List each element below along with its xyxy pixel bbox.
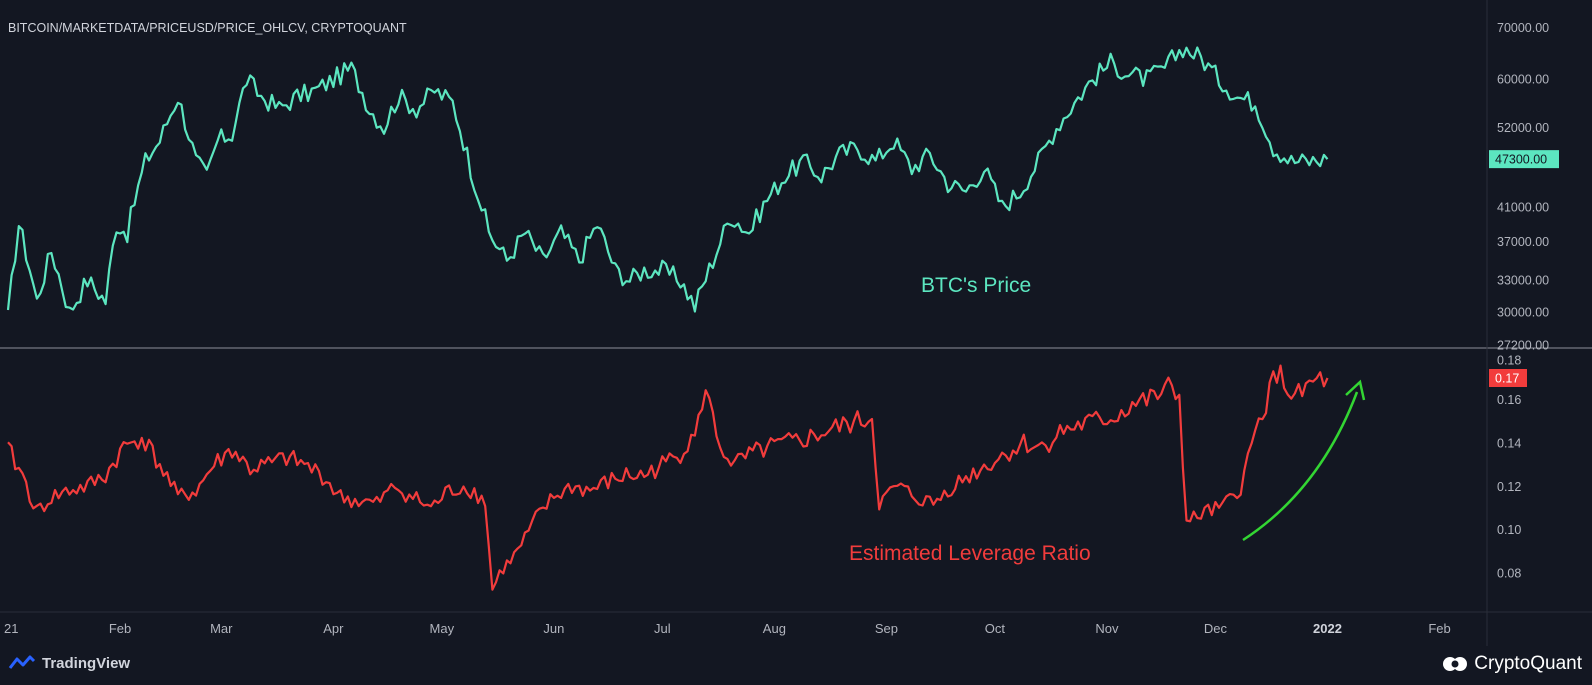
tradingview-logo[interactable]: TradingView — [8, 654, 130, 672]
time-axis-tick-label: Sep — [875, 621, 898, 636]
time-axis-tick-label: Jul — [654, 621, 671, 636]
time-axis-tick-label: Apr — [323, 621, 344, 636]
last-price-label: 47300.00 — [1495, 153, 1547, 167]
last-leverage-badge — [1489, 369, 1527, 387]
price-axis-tick-label: 37000.00 — [1497, 235, 1549, 249]
time-axis-tick-label: 2022 — [1313, 621, 1342, 636]
leverage-axis-tick-label: 0.18 — [1497, 354, 1521, 368]
cryptoquant-logo[interactable]: CryptoQuant — [1442, 653, 1582, 675]
price-pane[interactable]: BITCOIN/MARKETDATA/PRICEUSD/PRICE_OHLCV,… — [6, 21, 1329, 313]
price-axis-tick-label: 27200.00 — [1497, 339, 1549, 353]
time-axis-tick-label: May — [430, 621, 455, 636]
time-axis-tick-label: Nov — [1095, 621, 1119, 636]
price-axis-tick-label: 60000.00 — [1497, 73, 1549, 87]
last-price-badge — [1489, 150, 1559, 169]
time-axis-tick-label: Feb — [109, 621, 131, 636]
symbol-title: BITCOIN/MARKETDATA/PRICEUSD/PRICE_OHLCV,… — [8, 21, 407, 35]
leverage-series-line — [7, 364, 1329, 591]
price-axis-tick-label: 33000.00 — [1497, 274, 1549, 288]
leverage-axis-tick-label: 0.16 — [1497, 393, 1521, 407]
time-axis-tick-label: Oct — [985, 621, 1006, 636]
leverage-axis-tick-label: 0.08 — [1497, 567, 1521, 581]
leverage-axis-tick-label: 0.10 — [1497, 523, 1521, 537]
chart-area: BITCOIN/MARKETDATA/PRICEUSD/PRICE_OHLCV,… — [0, 0, 1592, 646]
price-axis-tick-label: 41000.00 — [1497, 201, 1549, 215]
price-axis-tick-label: 70000.00 — [1497, 21, 1549, 35]
tradingview-icon — [8, 655, 36, 669]
price-axis-top[interactable]: 70000.00 60000.00 52000.00 47300.00 41000.00… — [1489, 21, 1559, 353]
cryptoquant-label: CryptoQuant — [1474, 653, 1582, 674]
cryptoquant-icon — [1443, 657, 1468, 671]
price-annotation: BTC's Price — [921, 274, 1031, 297]
price-axis-tick-label: 30000.00 — [1497, 306, 1549, 320]
time-axis[interactable]: 21 Feb Mar Apr May Jun Jul Aug Sep Oct Nov Dec 2022 F… — [4, 621, 1451, 636]
leverage-annotation: Estimated Leverage Ratio — [849, 542, 1091, 565]
price-axis-tick-label: 52000.00 — [1497, 121, 1549, 135]
trend-arrow-head-icon — [1345, 379, 1366, 401]
time-axis-tick-label: 21 — [4, 621, 18, 636]
time-axis-tick-label: Aug — [763, 621, 786, 636]
time-axis-tick-label: Dec — [1204, 621, 1228, 636]
price-series-line — [6, 46, 1329, 313]
time-axis-tick-label: Feb — [1428, 621, 1450, 636]
leverage-axis-tick-label: 0.12 — [1497, 480, 1521, 494]
last-leverage-label: 0.17 — [1495, 372, 1519, 386]
chart-background — [0, 0, 1592, 646]
tradingview-label: TradingView — [42, 654, 131, 672]
leverage-axis-tick-label: 0.14 — [1497, 437, 1521, 451]
trend-arrow-line — [1242, 391, 1359, 542]
time-axis-tick-label: Mar — [210, 621, 233, 636]
time-axis-tick-label: Jun — [543, 621, 564, 636]
leverage-pane[interactable]: Estimated Leverage Ratio — [7, 364, 1366, 591]
footer-bar: TradingView CryptoQuant — [0, 646, 1592, 685]
price-axis-bottom[interactable]: 0.18 0.17 0.16 0.14 0.12 0.10 0.08 — [1489, 354, 1527, 581]
